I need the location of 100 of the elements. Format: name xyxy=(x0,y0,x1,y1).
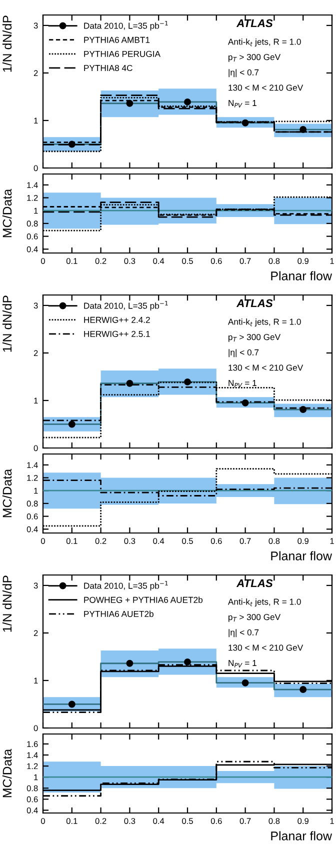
x-tick-label: 0.5 xyxy=(182,818,193,824)
x-tick-label: 0.5 xyxy=(182,258,193,264)
legend-label: HERWIG++ 2.4.2 xyxy=(84,316,150,323)
x-tick-label: 0 xyxy=(41,538,45,544)
legend-label: PYTHIA6 AMBT1 xyxy=(84,36,150,43)
y-tick-label: 3 xyxy=(34,582,38,589)
y-tick-label: 1 xyxy=(34,488,38,494)
x-tick-label: 0.8 xyxy=(268,818,280,824)
x-tick-label: 0.2 xyxy=(95,538,106,544)
y-tick-label: 1.2 xyxy=(27,763,38,770)
x-tick-label: 0.4 xyxy=(153,258,164,264)
annotation: ATLAS xyxy=(236,299,273,308)
y-tick-label: 0 xyxy=(34,725,38,732)
x-tick-label: 0.7 xyxy=(240,258,251,264)
y-tick-label: 1 xyxy=(34,208,38,214)
y-axis-title: 1/N dN/dP xyxy=(2,16,12,72)
y-axis-title: MC/Data xyxy=(2,748,12,798)
y-tick-label: 3 xyxy=(34,22,38,29)
x-tick-label: 0.5 xyxy=(182,538,193,544)
x-axis-title: Planar flow xyxy=(271,551,332,560)
annotation: p$_{T}$ > 300 GeV xyxy=(228,334,281,342)
x-tick-label: 0.3 xyxy=(124,258,136,264)
legend-label: PYTHIA8 4C xyxy=(84,64,132,72)
x-tick-label: 0.4 xyxy=(153,818,164,824)
x-tick-label: 0.3 xyxy=(124,818,136,824)
legend-label: Data 2010, L=35 pb$^{−1}$ xyxy=(84,301,168,311)
legend-label: PYTHIA6 PERUGIA xyxy=(84,50,160,57)
y-tick-label: 0.4 xyxy=(26,807,38,814)
x-tick-label: 0.8 xyxy=(268,258,280,264)
annotation: Anti-k$_{t}$ jets, R = 1.0 xyxy=(228,598,301,607)
x-tick-label: 0.1 xyxy=(66,818,78,824)
y-axis-title: 1/N dN/dP xyxy=(2,576,12,632)
x-tick-label: 0.1 xyxy=(66,258,78,264)
annotation: N$_{PV}$ = 1 xyxy=(228,660,256,668)
annotation: ATLAS xyxy=(236,19,273,28)
y-tick-label: 1 xyxy=(34,774,38,780)
legend-label: Data 2010, L=35 pb$^{−1}$ xyxy=(84,21,168,31)
y-tick-label: 1 xyxy=(34,118,38,124)
y-tick-label: 0.8 xyxy=(26,500,38,507)
x-tick-label: 0.4 xyxy=(153,538,164,544)
y-axis-title: MC/Data xyxy=(2,188,12,238)
x-axis-title: Planar flow xyxy=(271,831,332,840)
y-tick-label: 0.6 xyxy=(26,234,38,240)
x-tick-label: 1 xyxy=(330,818,334,824)
y-tick-label: 3 xyxy=(34,302,38,309)
x-tick-label: 0 xyxy=(41,818,45,824)
y-tick-label: 0.6 xyxy=(26,796,38,802)
annotation: Anti-k$_{t}$ jets, R = 1.0 xyxy=(228,318,301,327)
annotation: N$_{PV}$ = 1 xyxy=(228,100,256,108)
y-tick-label: 1.4 xyxy=(27,752,38,758)
y-tick-label: 2 xyxy=(34,70,38,76)
y-tick-label: 0.4 xyxy=(26,526,38,532)
annotation: |η| < 0.7 xyxy=(228,349,259,358)
legend-label: POWHEG + PYTHIA6 AUET2b xyxy=(84,596,203,603)
annotation: N$_{PV}$ = 1 xyxy=(228,380,256,388)
x-tick-label: 0.7 xyxy=(240,818,251,824)
y-tick-label: 0.6 xyxy=(26,514,38,520)
x-tick-label: 1 xyxy=(330,538,334,544)
y-tick-label: 2 xyxy=(34,630,38,636)
y-tick-label: 1 xyxy=(34,398,38,404)
x-tick-label: 0.9 xyxy=(298,538,308,544)
y-tick-label: 1.4 xyxy=(27,462,38,468)
x-tick-label: 1 xyxy=(330,258,334,264)
x-tick-label: 0 xyxy=(41,258,45,264)
x-tick-label: 0.6 xyxy=(210,818,222,824)
y-axis-title: MC/Data xyxy=(2,468,12,518)
x-tick-label: 0.3 xyxy=(124,538,136,544)
x-tick-label: 0.1 xyxy=(66,538,78,544)
x-tick-label: 0.9 xyxy=(298,258,308,264)
y-tick-label: 1 xyxy=(34,678,38,684)
annotation: |η| < 0.7 xyxy=(228,69,259,78)
y-tick-label: 1.2 xyxy=(27,194,38,201)
y-tick-label: 1.4 xyxy=(27,182,38,188)
x-tick-label: 0.8 xyxy=(268,538,280,544)
x-axis-title: Planar flow xyxy=(271,271,332,280)
y-tick-label: 2 xyxy=(34,350,38,356)
y-tick-label: 0 xyxy=(34,445,38,452)
x-tick-label: 0.6 xyxy=(210,538,222,544)
legend-label: HERWIG++ 2.5.1 xyxy=(84,330,150,337)
legend-label: Data 2010, L=35 pb$^{−1}$ xyxy=(84,581,168,591)
y-tick-label: 0.4 xyxy=(26,246,38,252)
y-tick-label: 1.2 xyxy=(27,474,38,481)
annotation: |η| < 0.7 xyxy=(228,629,259,638)
annotation: p$_{T}$ > 300 GeV xyxy=(228,614,281,622)
y-tick-label: 0 xyxy=(34,165,38,172)
y-tick-label: 1.6 xyxy=(27,741,38,748)
y-tick-label: 0.8 xyxy=(26,220,38,227)
annotation: 130 < M < 210 GeV xyxy=(228,644,304,651)
annotation: 130 < M < 210 GeV xyxy=(228,364,304,371)
annotation: 130 < M < 210 GeV xyxy=(228,84,304,91)
legend-label: PYTHIA6 AUET2b xyxy=(84,610,154,617)
x-tick-label: 0.6 xyxy=(210,258,222,264)
x-tick-label: 0.2 xyxy=(95,818,106,824)
y-axis-title: 1/N dN/dP xyxy=(2,296,12,352)
annotation: Anti-k$_{t}$ jets, R = 1.0 xyxy=(228,38,301,47)
x-tick-label: 0.2 xyxy=(95,258,106,264)
x-tick-label: 0.9 xyxy=(298,818,308,824)
x-tick-label: 0.7 xyxy=(240,538,251,544)
annotation: ATLAS xyxy=(236,579,273,588)
annotation: p$_{T}$ > 300 GeV xyxy=(228,54,281,62)
